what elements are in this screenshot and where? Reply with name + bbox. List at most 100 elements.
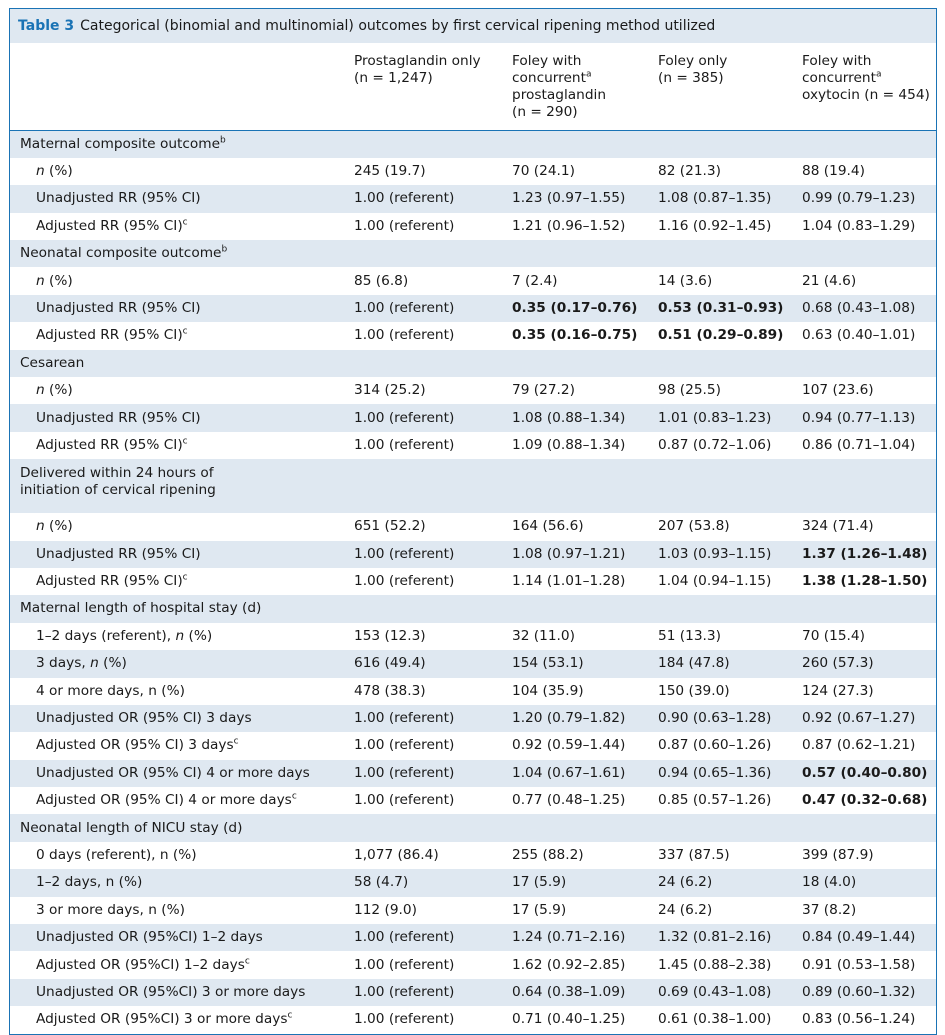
table-row: Unadjusted OR (95% CI) 3 days 1.00 (refer… <box>10 704 936 733</box>
table-row: 3 days, n (%) 616 (49.4) 154 (53.1) 184 (47… <box>10 650 936 678</box>
table-cell: 1.00 (referent) <box>344 404 502 432</box>
table-title: Categorical (binomial and multinomial) o… <box>80 18 716 34</box>
row-label: n (%) <box>10 513 344 540</box>
row-label: n (%) <box>10 267 344 294</box>
table-row: Unadjusted RR (95% CI) 1.00 (referent) 1.2… <box>10 185 936 213</box>
table-cell: 1.00 (referent) <box>344 978 502 1007</box>
section-label-text: Neonatal composite outcome <box>20 245 222 262</box>
row-label: Unadjusted OR (95%CI) 1–2 days <box>10 924 344 952</box>
table-cell: 0.87 (0.72–1.06) <box>658 436 772 453</box>
section-label: Neonatal length of NICU stay (d) <box>10 814 936 842</box>
footnote-marker: b <box>221 244 228 255</box>
row-label-text: Adjusted OR (95% CI) 3 days <box>36 737 234 754</box>
table-cell: 1.04 (0.67–1.61) <box>502 759 648 788</box>
row-label-text: Adjusted RR (95% CI) <box>36 217 183 234</box>
section-label-text: initiation of cervical ripening <box>20 482 216 499</box>
row-label: 3 days, n (%) <box>10 650 344 678</box>
table-cell: 1.00 (referent) <box>354 1011 455 1028</box>
table-cell: 0.85 (0.57–1.26) <box>658 792 772 809</box>
table-cell: 0.64 (0.38–1.09) <box>502 978 648 1007</box>
table-row: Adjusted OR (95%CI) 1–2 daysc 1.00 (refer… <box>10 951 936 978</box>
table-cell: 18 (4.0) <box>792 869 936 897</box>
section-label: Cesarean <box>10 349 936 378</box>
table-cell: 0.94 (0.77–1.13) <box>792 404 936 432</box>
row-label: 1–2 days, n (%) <box>10 869 344 897</box>
table-cell: 0.83 (0.56–1.24) <box>802 1011 916 1028</box>
table-cell: 17 (5.9) <box>502 869 648 897</box>
row-label: 3 or more days, n (%) <box>10 897 344 924</box>
table-cell: 0.91 (0.53–1.58) <box>802 956 916 973</box>
table-cell: 1.00 (referent) <box>354 737 455 754</box>
table-cell: 1.00 (referent) <box>354 327 455 344</box>
table-cell: 1.08 (0.88–1.34) <box>502 404 648 432</box>
table-cell: 14 (3.6) <box>658 272 713 289</box>
table-cell: 0.71 (0.40–1.25) <box>512 1011 626 1028</box>
section-row: Delivered within 24 hours of initiation o… <box>10 459 936 514</box>
row-label-text: 1–2 days (referent), <box>36 627 176 644</box>
section-label: Maternal length of hospital stay (d) <box>10 595 936 623</box>
table-cell: 1.01 (0.83–1.23) <box>648 404 792 432</box>
table-cell: 1.62 (0.92–2.85) <box>512 956 626 973</box>
table-row: Adjusted RR (95% CI)c 1.00 (referent) 1.21… <box>10 213 936 240</box>
table-cell: 150 (39.0) <box>658 682 730 699</box>
row-label-text: Unadjusted OR (95%CI) 1–2 days <box>36 929 263 946</box>
footnote-marker: a <box>585 69 592 80</box>
table-cell: 1.00 (referent) <box>344 185 502 213</box>
footnote-marker: c <box>244 956 250 966</box>
section-label-text: Delivered within 24 hours of <box>20 465 214 482</box>
row-label: Adjusted OR (95% CI) 4 or more daysc <box>10 787 344 814</box>
section-row: Maternal composite outcomeb <box>10 130 936 158</box>
footnote-marker: c <box>182 436 188 447</box>
section-label-text: Maternal length of hospital stay (d) <box>20 600 262 617</box>
row-label-text: Adjusted OR (95%CI) 3 or more days <box>36 1011 288 1028</box>
row-label-text: n <box>175 627 185 644</box>
table-cell: 337 (87.5) <box>658 847 730 863</box>
row-label-text: Unadjusted RR (95% CI) <box>36 409 201 426</box>
footnote-marker: c <box>287 1010 293 1021</box>
table-row: Unadjusted OR (95%CI) 1–2 days 1.00 (refe… <box>10 924 936 952</box>
table-cell: 0.86 (0.71–1.04) <box>802 436 916 453</box>
table-cell: 7 (2.4) <box>512 272 558 289</box>
row-label-text: Adjusted RR (95% CI) <box>36 436 183 453</box>
table-cell: 1.00 (referent) <box>344 759 502 788</box>
table-cell: 1.23 (0.97–1.55) <box>502 185 648 213</box>
table-cell: 0.99 (0.79–1.23) <box>792 185 936 213</box>
row-label: Unadjusted OR (95% CI) 4 or more days <box>10 759 344 788</box>
table-row: Unadjusted RR (95% CI) 1.00 (referent) 1.0… <box>10 540 936 568</box>
table-cell: 164 (56.6) <box>512 518 584 535</box>
table-cell: 1.03 (0.93–1.15) <box>648 540 792 568</box>
table-cell: 98 (25.5) <box>658 382 721 399</box>
table-cell: 0.51 (0.29–0.89) <box>658 327 784 344</box>
row-label: n (%) <box>10 377 344 404</box>
row-label-text: (%) <box>98 655 127 672</box>
table-cell: 1.00 (referent) <box>354 792 455 809</box>
row-label-text: Unadjusted RR (95% CI) <box>36 190 201 207</box>
table-cell: 1.00 (referent) <box>344 540 502 568</box>
table-cell: 1.38 (1.28–1.50) <box>802 573 928 590</box>
row-label: Unadjusted RR (95% CI) <box>10 294 344 323</box>
section-row: Neonatal length of NICU stay (d) <box>10 814 936 842</box>
table-row: n (%) 245 (19.7) 70 (24.1) 82 (21.3) 88 (19.… <box>10 158 936 185</box>
table-cell: 0.53 (0.31–0.93) <box>648 294 792 323</box>
table-cell: 0.57 (0.40–0.80) <box>792 759 936 788</box>
table-cell: 651 (52.2) <box>354 518 426 535</box>
table-cell: 0.77 (0.48–1.25) <box>512 792 626 809</box>
section-row: Cesarean <box>10 349 936 378</box>
table-cell: 0.47 (0.32–0.68) <box>802 792 928 809</box>
table-cell: 1.21 (0.96–1.52) <box>512 217 626 234</box>
footnote-marker: c <box>233 736 239 747</box>
table-cell: 0.92 (0.59–1.44) <box>512 737 626 754</box>
table-cell: 1.09 (0.88–1.34) <box>512 436 626 453</box>
row-label-text: Unadjusted OR (95% CI) 4 or more days <box>36 764 310 781</box>
table-cell: 0.90 (0.63–1.28) <box>648 704 792 733</box>
row-label-text: Unadjusted OR (95% CI) 3 days <box>36 710 252 727</box>
table-cell: 1.24 (0.71–2.16) <box>502 924 648 952</box>
row-label-text: Adjusted RR (95% CI) <box>36 573 183 590</box>
section-label-text: Maternal composite outcome <box>20 135 221 152</box>
footnote-marker: c <box>182 572 188 583</box>
table-cell: 207 (53.8) <box>658 518 730 535</box>
table-row: n (%) 314 (25.2) 79 (27.2) 98 (25.5) 107 (23… <box>10 377 936 404</box>
table-row: Adjusted RR (95% CI)c 1.00 (referent) 1.09… <box>10 432 936 459</box>
section-row: Maternal length of hospital stay (d) <box>10 595 936 623</box>
table-cell: 1.00 (referent) <box>344 704 502 733</box>
